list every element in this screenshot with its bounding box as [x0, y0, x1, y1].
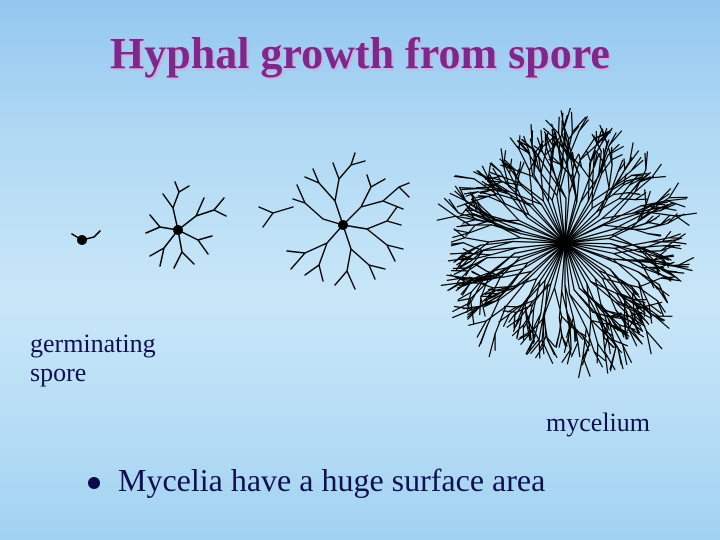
bullet-row: Mycelia have a huge surface area: [88, 462, 545, 499]
slide-title: Hyphal growth from spore: [0, 28, 720, 79]
label-mycelium: mycelium: [546, 408, 650, 438]
diagram-stage-mid: [248, 130, 438, 320]
bullet-dot-icon: [88, 477, 100, 489]
diagram-stage-early: [118, 160, 238, 290]
diagram-stage-mycelium: [430, 108, 700, 378]
label-germinating-spore: germinatingspore: [30, 330, 156, 387]
bullet-text: Mycelia have a huge surface area: [118, 462, 545, 499]
diagram-stage-spore: [62, 220, 102, 260]
